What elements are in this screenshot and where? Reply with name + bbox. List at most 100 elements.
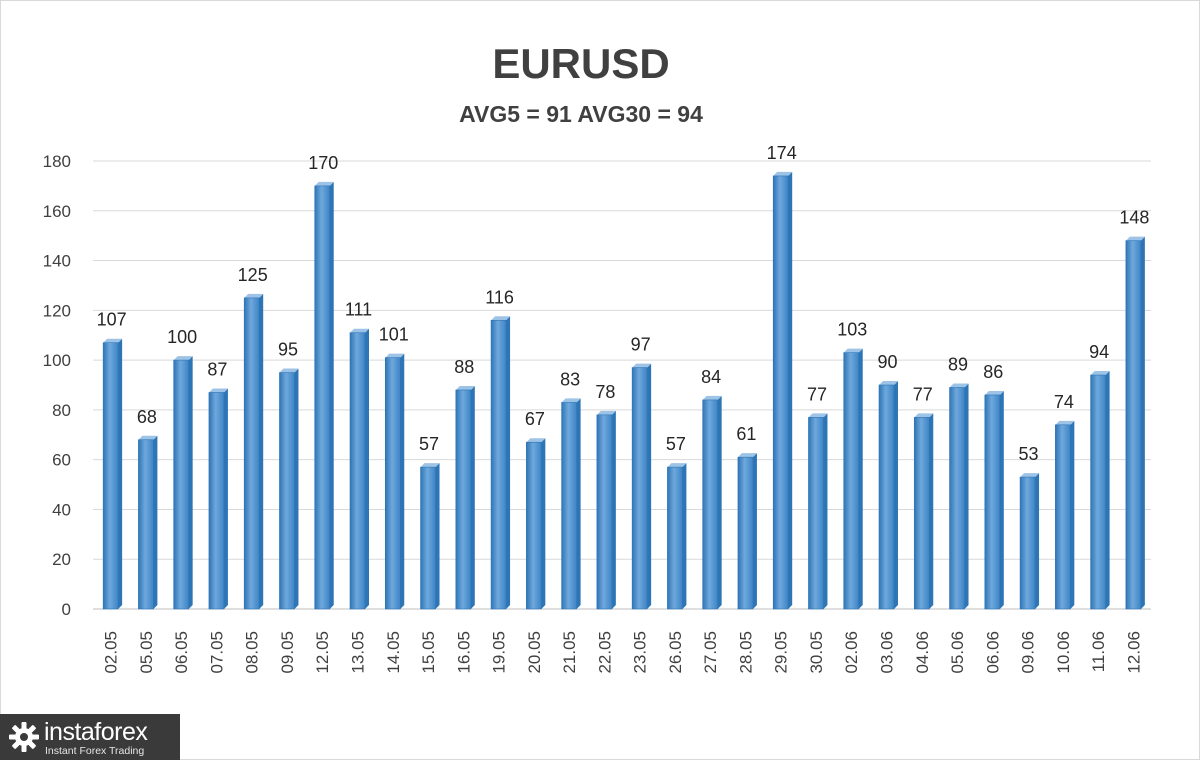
- bar-front: [1055, 424, 1071, 610]
- bar-front: [1019, 476, 1036, 610]
- bar-front: [384, 357, 401, 610]
- bar-top: [526, 438, 546, 443]
- bar-side: [294, 368, 299, 609]
- bar-top: [491, 316, 511, 321]
- bar-top: [279, 368, 299, 373]
- bar-side: [999, 390, 1004, 609]
- bar-front: [138, 439, 154, 610]
- bar-side: [118, 338, 123, 609]
- x-tick-label: 23.05: [631, 631, 650, 674]
- bar-front: [984, 394, 1001, 610]
- x-tick-label: 29.05: [772, 631, 791, 674]
- bar-front: [455, 389, 472, 610]
- data-label: 61: [736, 424, 756, 444]
- data-labels: 107 68 100 87 125 95 170 111 101 57 88 116 67 83 78 97 5…: [97, 143, 1150, 464]
- bar: [949, 383, 969, 610]
- data-label: 101: [379, 325, 409, 345]
- x-tick-label: 20.05: [525, 631, 544, 674]
- bar-front: [949, 387, 965, 610]
- bar-side: [329, 181, 334, 609]
- bar: [1055, 420, 1075, 610]
- bar: [913, 413, 934, 610]
- bar-front: [667, 466, 683, 610]
- bar-side: [223, 388, 228, 609]
- bar-top: [632, 363, 652, 368]
- bar-top: [773, 171, 793, 176]
- bar-top: [949, 383, 969, 388]
- bar-side: [1105, 371, 1110, 609]
- bar: [843, 348, 863, 610]
- bar: [384, 353, 405, 610]
- x-tick-label: 27.05: [701, 631, 720, 674]
- bar-top: [314, 181, 334, 186]
- bar: [526, 438, 546, 610]
- bar-front: [878, 384, 895, 610]
- bar-top: [879, 381, 898, 385]
- x-tick-label: 28.05: [736, 631, 755, 674]
- x-tick-label: 06.05: [172, 631, 191, 674]
- bar-front: [420, 466, 436, 610]
- bar-side: [611, 410, 616, 609]
- x-tick-label: 06.06: [983, 631, 1002, 674]
- gear-icon: [9, 722, 39, 752]
- bar-side: [400, 353, 405, 609]
- bar-top: [808, 413, 828, 418]
- x-tick-label: 22.05: [595, 631, 614, 674]
- data-label: 57: [666, 434, 686, 454]
- bar-top: [843, 348, 863, 353]
- bar-front: [490, 319, 507, 610]
- data-label: 77: [807, 384, 827, 404]
- bar-side: [576, 398, 581, 609]
- data-label: 78: [595, 382, 615, 402]
- bar-top: [702, 395, 722, 400]
- chart-subtitle: AVG5 = 91 AVG30 = 94: [459, 101, 703, 127]
- data-label: 107: [97, 310, 127, 330]
- bar-side: [506, 316, 511, 609]
- bar-top: [385, 353, 405, 358]
- data-label: 170: [308, 153, 338, 173]
- x-tick-label: 02.05: [102, 631, 121, 674]
- x-axis-ticks: 02.05 05.05 06.05 07.05 08.05 09.05 12.05 13.05…: [102, 631, 1144, 674]
- bar: [314, 181, 334, 610]
- data-label: 83: [560, 369, 580, 389]
- bar-top: [561, 398, 581, 403]
- data-label: 116: [485, 287, 514, 307]
- data-label: 148: [1119, 208, 1149, 228]
- bar-side: [894, 381, 898, 609]
- bar: [878, 381, 898, 610]
- bar-top: [420, 463, 440, 468]
- y-tick-label: 140: [43, 252, 71, 271]
- bar: [596, 410, 616, 610]
- bar-side: [365, 328, 369, 609]
- bars: [102, 171, 1145, 610]
- bar-front: [1090, 374, 1106, 610]
- bar: [667, 463, 687, 610]
- bar-front: [349, 332, 366, 610]
- bar: [1019, 473, 1040, 610]
- bar-side: [752, 453, 757, 609]
- bar-front: [208, 392, 225, 610]
- bar-top: [138, 435, 158, 440]
- bar-top: [1090, 371, 1110, 376]
- data-label: 94: [1089, 342, 1109, 362]
- y-tick-label: 60: [52, 451, 71, 470]
- bar: [1090, 371, 1110, 610]
- bar-side: [788, 171, 793, 609]
- x-tick-label: 15.05: [419, 631, 438, 674]
- logo-tagline: Instant Forex Trading: [45, 745, 145, 757]
- data-label: 67: [525, 409, 545, 429]
- data-label: 103: [837, 320, 867, 340]
- bar-side: [1140, 236, 1145, 609]
- y-tick-label: 80: [52, 401, 71, 420]
- bar: [208, 388, 228, 610]
- x-tick-label: 16.05: [454, 631, 473, 674]
- bar-top: [103, 338, 123, 343]
- bar: [808, 413, 828, 610]
- bar-side: [1070, 420, 1075, 609]
- data-label: 111: [345, 300, 372, 320]
- data-label: 95: [278, 340, 298, 360]
- bar-side: [858, 348, 863, 609]
- y-axis-ticks: 0 20 40 60 80 100 120 140 160 180: [43, 152, 71, 619]
- bar-front: [631, 367, 648, 610]
